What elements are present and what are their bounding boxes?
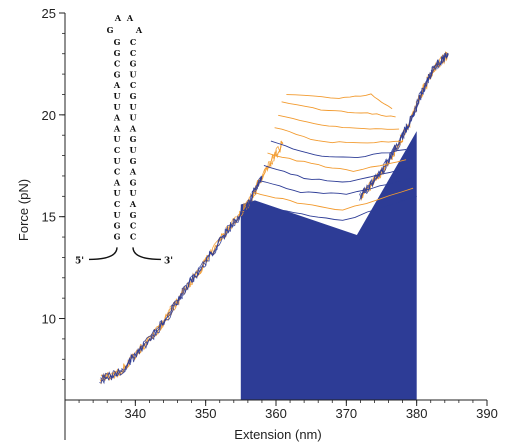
transition-curve-7 xyxy=(258,177,414,195)
strand-5-nucleotide: U xyxy=(114,102,121,112)
loop-nucleotide: A xyxy=(114,13,122,23)
series-trace-1-0 xyxy=(100,175,263,382)
strand-5-nucleotide: A xyxy=(113,113,121,123)
strand-5-nucleotide: G xyxy=(114,221,121,231)
x-axis-label: Extension (nm) xyxy=(234,427,321,442)
y-tick-label: 10 xyxy=(42,312,56,327)
transition-curve-5 xyxy=(267,152,407,172)
strand-5-nucleotide: U xyxy=(114,188,121,198)
strand-5-nucleotide: U xyxy=(114,210,121,220)
strand-3-nucleotide: C xyxy=(130,80,136,90)
strand-5-nucleotide: U xyxy=(114,91,121,101)
strand-3-nucleotide: G xyxy=(130,177,137,187)
y-tick-label: 20 xyxy=(42,108,56,123)
x-tick-label: 380 xyxy=(406,406,428,421)
series-trace-1-1 xyxy=(99,175,263,384)
x-tick-label: 390 xyxy=(476,406,498,421)
strand-3-nucleotide: A xyxy=(129,123,137,133)
x-tick-label: 370 xyxy=(335,406,357,421)
strand-3-nucleotide: C xyxy=(130,48,136,58)
x-tick-label: 340 xyxy=(124,406,146,421)
label-5-prime: 5' xyxy=(75,256,84,266)
tail-5-prime xyxy=(88,247,118,261)
transition-curve-8 xyxy=(253,187,414,211)
strand-3-nucleotide: C xyxy=(130,231,136,241)
strand-5-nucleotide: C xyxy=(114,167,120,177)
strand-5-nucleotide: G xyxy=(114,69,121,79)
label-3-prime: 3' xyxy=(164,256,173,266)
strand-5-nucleotide: G xyxy=(114,231,121,241)
strand-3-nucleotide: G xyxy=(130,210,137,220)
strand-3-nucleotide: U xyxy=(130,145,137,155)
transition-curve-3 xyxy=(274,127,403,144)
strand-5-nucleotide: C xyxy=(114,145,120,155)
tail-3-prime xyxy=(132,247,162,261)
strand-3-nucleotide: U xyxy=(130,102,137,112)
strand-5-nucleotide: U xyxy=(114,156,121,166)
strand-3-nucleotide: G xyxy=(130,134,137,144)
transition-curve-9 xyxy=(249,195,417,221)
strand-5-nucleotide: A xyxy=(113,177,121,187)
strand-5-nucleotide: A xyxy=(113,123,121,133)
series-trace-1-2 xyxy=(100,175,263,385)
strand-3-nucleotide: G xyxy=(130,91,137,101)
transition-curve-1 xyxy=(281,101,396,118)
y-tick-label: 15 xyxy=(42,210,56,225)
folded-state-filled-region xyxy=(240,131,417,400)
series-layer xyxy=(99,51,449,385)
transition-curve-6 xyxy=(263,164,410,183)
strand-3-nucleotide: G xyxy=(130,59,137,69)
filled-region-shape xyxy=(240,131,417,400)
transition-curve-4 xyxy=(270,140,407,159)
strand-3-nucleotide: U xyxy=(130,69,137,79)
loop-nucleotide: A xyxy=(135,25,143,35)
x-tick-label: 360 xyxy=(265,406,287,421)
rna-hairpin-inset: GA AAGGCGAUUAAUCUCAUCUGGCCGUCGUUAGUGAGUAG… xyxy=(75,13,173,266)
strand-5-nucleotide: G xyxy=(114,37,121,47)
strand-5-nucleotide: G xyxy=(114,48,121,58)
strand-3-nucleotide: C xyxy=(130,37,136,47)
strand-5-nucleotide: A xyxy=(113,80,121,90)
transition-curve-2 xyxy=(278,114,400,130)
series-trace-3-2 xyxy=(359,53,449,201)
strand-3-nucleotide: U xyxy=(130,188,137,198)
loop-nucleotide: A xyxy=(126,13,134,23)
axes: 340 350 360 370 380 390 10 15 20 25 xyxy=(42,6,498,440)
strand-5-nucleotide: U xyxy=(114,134,121,144)
strand-3-nucleotide: U xyxy=(130,113,137,123)
loop-nucleotide: G xyxy=(107,25,114,35)
strand-3-nucleotide: G xyxy=(130,156,137,166)
x-tick-label: 350 xyxy=(195,406,217,421)
y-axis-label: Force (pN) xyxy=(16,179,31,241)
strand-3-nucleotide: C xyxy=(130,221,136,231)
strand-5-nucleotide: C xyxy=(114,199,120,209)
strand-3-nucleotide: A xyxy=(129,167,137,177)
transition-curve-0 xyxy=(286,93,393,110)
strand-5-nucleotide: C xyxy=(114,59,120,69)
y-tick-label: 25 xyxy=(42,6,56,21)
strand-3-nucleotide: A xyxy=(129,199,137,209)
